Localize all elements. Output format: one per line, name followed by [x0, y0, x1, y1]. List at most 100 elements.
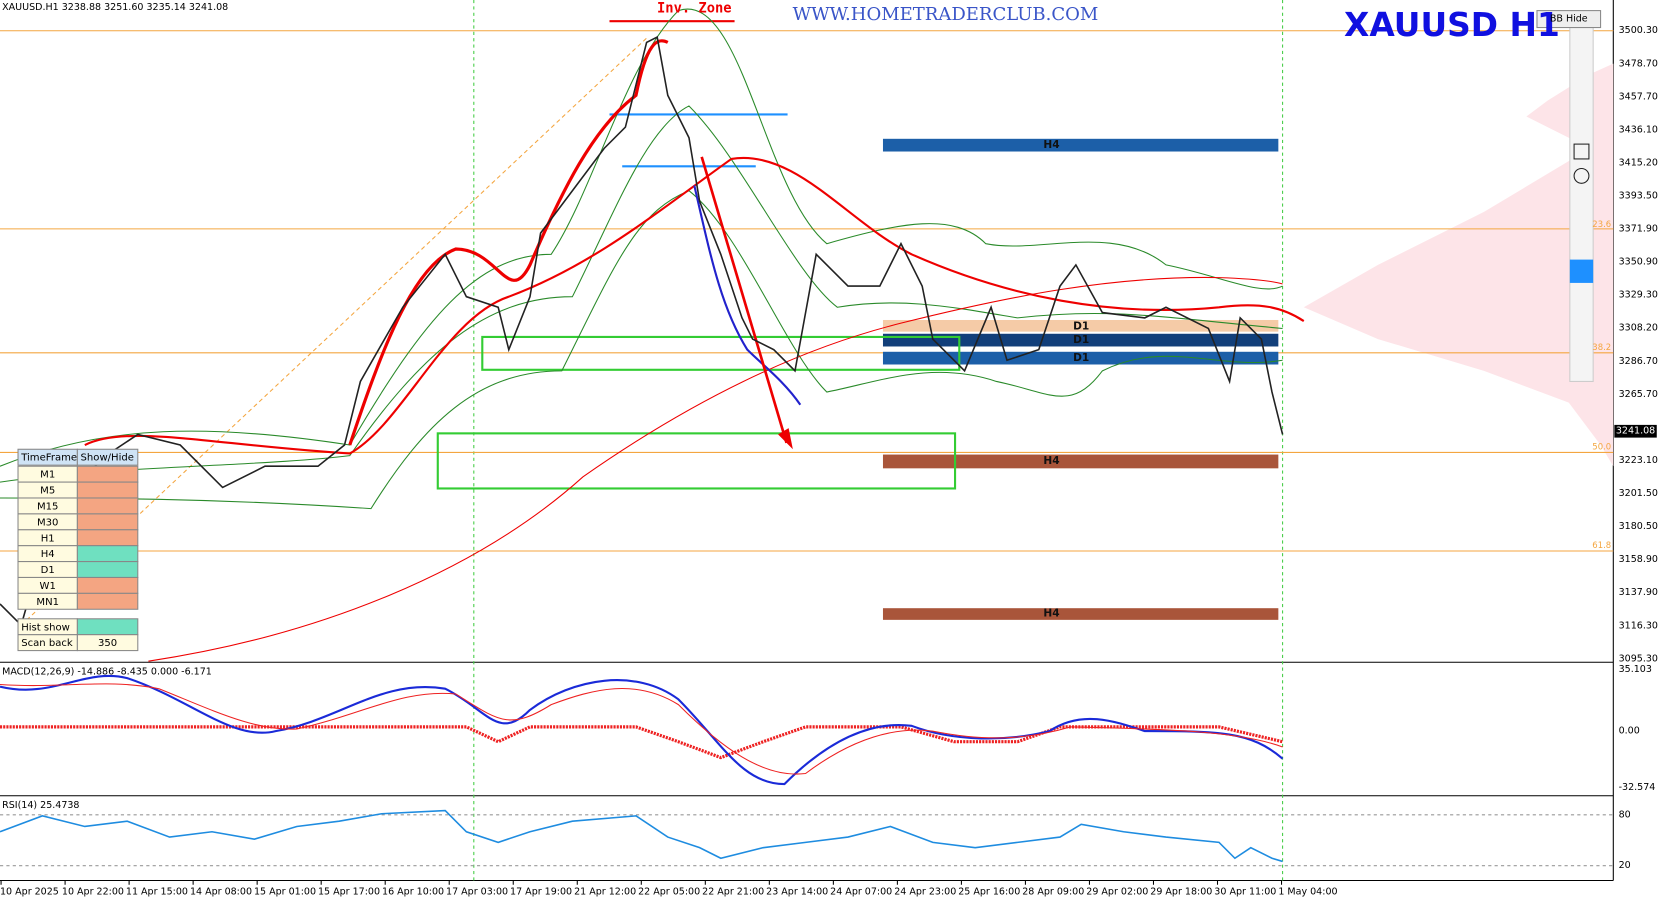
tool-rect[interactable]	[1573, 143, 1590, 160]
time-label: 25 Apr 16:00	[958, 887, 1020, 898]
time-label: 22 Apr 21:00	[702, 887, 764, 898]
annotation: Inv. Zone	[657, 0, 732, 16]
zone-d1	[882, 351, 1279, 365]
current-price-box	[1614, 424, 1657, 438]
ma-long	[148, 276, 1283, 662]
tf-header: TimeFrame	[20, 453, 77, 464]
time-label: 23 Apr 14:00	[766, 887, 828, 898]
time-label: 22 Apr 05:00	[638, 887, 700, 898]
price-label: 3223.10	[1619, 455, 1658, 466]
tool-circle[interactable]	[1573, 167, 1590, 184]
price-label: 3265.70	[1619, 389, 1658, 400]
tf-scan: Scan back	[21, 638, 73, 649]
tf-toggle[interactable]	[76, 618, 139, 636]
price-label: 3350.90	[1619, 257, 1658, 268]
time-label: 15 Apr 01:00	[254, 887, 316, 898]
rsi-title: RSI(14) 25.4738	[2, 800, 79, 811]
price-label: 3457.70	[1619, 91, 1658, 102]
arrow	[700, 156, 788, 444]
zone-label: D1	[1073, 320, 1089, 332]
tf-hist: Hist show	[21, 622, 70, 633]
rsi-label: 80	[1619, 809, 1631, 820]
tf-row: M15	[37, 501, 58, 512]
price-label: 3436.10	[1619, 124, 1658, 135]
watermark: WWW.HOMETRADERCLUB.COM	[793, 4, 1099, 25]
tf-row: D1	[41, 565, 55, 576]
time-label: 29 Apr 02:00	[1086, 887, 1148, 898]
price-line	[0, 35, 1284, 627]
price-label: 3393.50	[1619, 191, 1658, 202]
price-label: 3137.90	[1619, 587, 1658, 598]
time-label: 10 Apr 22:00	[62, 887, 124, 898]
tf-toggle[interactable]	[76, 529, 139, 547]
fib-label: 61.8	[1592, 540, 1611, 550]
current-price: 3241.08	[1616, 426, 1655, 437]
volume-profile	[1303, 63, 1614, 467]
macd-histogram	[0, 725, 1283, 760]
time-label: 10 Apr 2025	[0, 887, 59, 898]
macd-label: 0.00	[1619, 726, 1640, 737]
price-label: 3201.50	[1619, 488, 1658, 499]
timeframe-panel: TimeFrame Show/Hide M1 M5 M15 M30 H1 H4 D1 W1 MN1 H…	[17, 448, 139, 652]
green-box	[436, 432, 957, 490]
zone-label: D1	[1073, 334, 1089, 346]
tf-toggle[interactable]	[76, 465, 139, 483]
time-label: 28 Apr 09:00	[1022, 887, 1084, 898]
ma-slow	[84, 156, 1305, 455]
tf-toggle[interactable]	[76, 545, 139, 563]
fib-label: 23.6	[1592, 219, 1611, 229]
fib-lines	[0, 30, 1614, 552]
bollinger-mid	[0, 105, 1283, 483]
toolbar-bg	[1569, 20, 1594, 382]
ma-fast-down	[693, 185, 802, 406]
bb-hide[interactable]: BB Hide	[1550, 14, 1588, 25]
tf-row: M5	[40, 486, 55, 497]
macd-signal	[0, 683, 1283, 775]
tf-row: MN1	[36, 597, 59, 608]
time-label: 16 Apr 10:00	[382, 887, 444, 898]
green-box	[481, 335, 961, 371]
zone-d1	[882, 333, 1279, 347]
toolbar	[1569, 20, 1594, 382]
zone-h4	[882, 454, 1279, 469]
price-label: 3095.30	[1619, 653, 1658, 664]
fib-label: 38.2	[1592, 342, 1611, 352]
zone-h4	[882, 608, 1279, 620]
time-label: 21 Apr 12:00	[574, 887, 636, 898]
tf-toggle[interactable]	[76, 561, 139, 579]
time-label: 17 Apr 19:00	[510, 887, 572, 898]
time-label: 30 Apr 11:00	[1214, 887, 1276, 898]
tf-toggle[interactable]	[76, 497, 139, 515]
tool-color[interactable]	[1569, 259, 1594, 283]
time-label: 1 May 04:00	[1278, 887, 1337, 898]
zone-d1	[882, 319, 1279, 332]
price-label: 3180.50	[1619, 521, 1658, 532]
macd-label: 35.103	[1619, 664, 1652, 675]
time-label: 15 Apr 17:00	[318, 887, 380, 898]
zone-label: D1	[1073, 352, 1089, 364]
tf-row: H1	[41, 533, 55, 544]
fib-label: 50.0	[1592, 442, 1611, 452]
tf-header: Show/Hide	[81, 453, 134, 464]
tf-toggle[interactable]	[76, 576, 139, 594]
price-label: 3371.90	[1619, 224, 1658, 235]
tf-toggle[interactable]	[76, 481, 139, 499]
arrow-head	[778, 428, 793, 450]
tf-scan-value: 350	[98, 638, 117, 649]
tf-cell	[76, 448, 139, 466]
price-label: 3415.20	[1619, 157, 1658, 168]
macd-line	[0, 674, 1284, 786]
tf-toggle[interactable]	[76, 592, 139, 610]
tf-toggle[interactable]	[76, 513, 139, 531]
price-label: 3308.20	[1619, 323, 1658, 334]
price-label: 3116.30	[1619, 620, 1658, 631]
macd-label: -32.574	[1619, 782, 1656, 793]
rsi-line	[0, 809, 1283, 863]
bb-hide-button[interactable]	[1536, 10, 1602, 29]
time-label: 11 Apr 15:00	[126, 887, 188, 898]
tf-row: M1	[40, 470, 55, 481]
zone-label: H4	[1043, 607, 1059, 619]
macd-title: MACD(12,26,9) -14.886 -8.435 0.000 -6.17…	[2, 666, 212, 677]
